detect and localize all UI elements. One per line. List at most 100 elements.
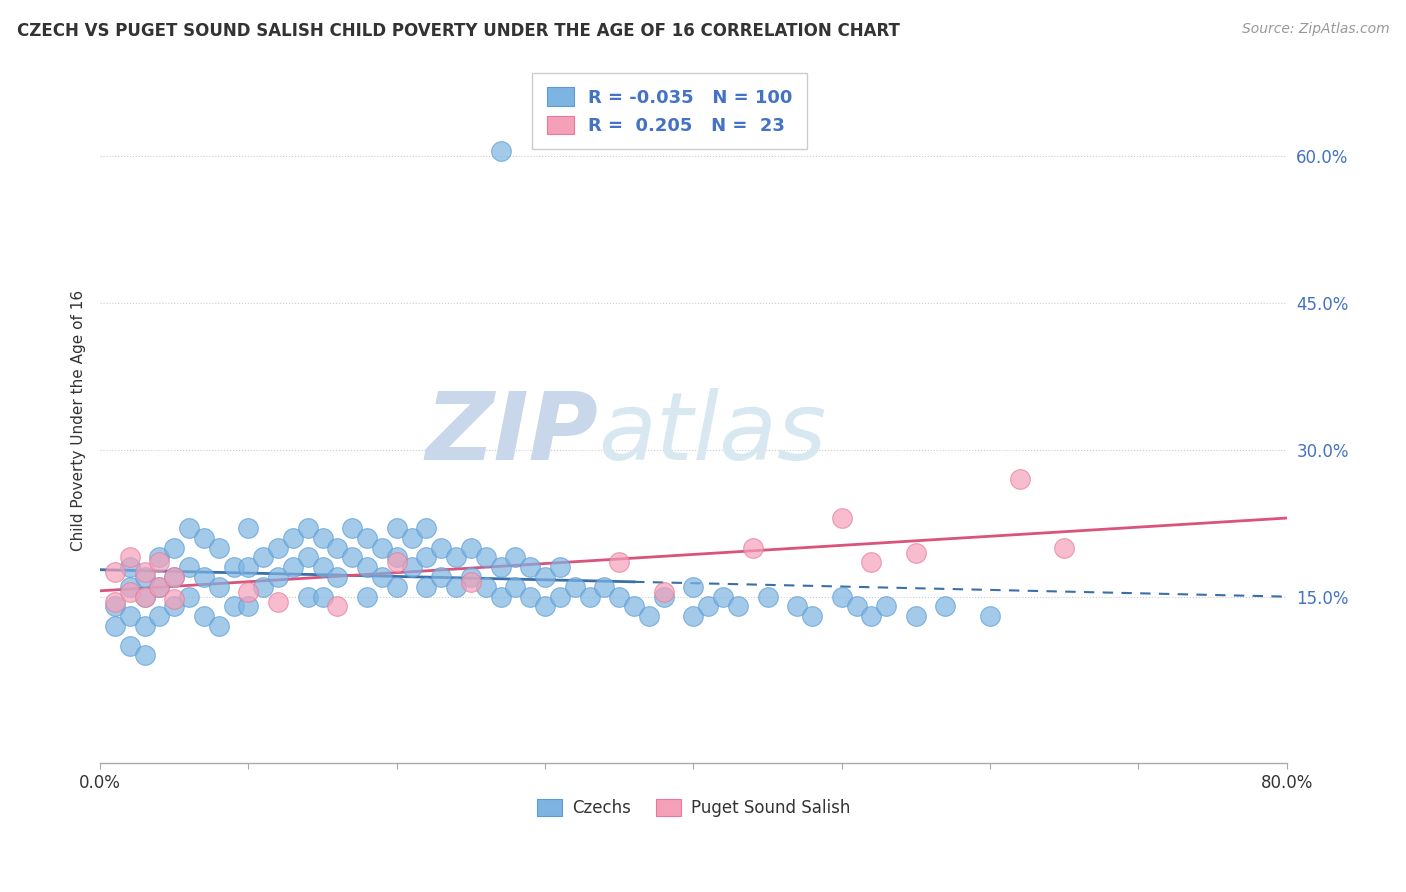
Point bbox=[727, 599, 749, 614]
Point bbox=[401, 531, 423, 545]
Point bbox=[118, 550, 141, 565]
Point bbox=[342, 550, 364, 565]
Point bbox=[281, 531, 304, 545]
Point bbox=[652, 584, 675, 599]
Point bbox=[578, 590, 600, 604]
Point bbox=[756, 590, 779, 604]
Point bbox=[593, 580, 616, 594]
Point bbox=[519, 560, 541, 574]
Point bbox=[385, 521, 408, 535]
Point bbox=[118, 639, 141, 653]
Point bbox=[193, 531, 215, 545]
Point bbox=[311, 560, 333, 574]
Point bbox=[460, 570, 482, 584]
Point bbox=[163, 570, 186, 584]
Point bbox=[326, 570, 349, 584]
Point bbox=[371, 541, 394, 555]
Point bbox=[934, 599, 956, 614]
Point bbox=[104, 619, 127, 633]
Point bbox=[179, 560, 201, 574]
Point bbox=[623, 599, 645, 614]
Point bbox=[860, 555, 883, 569]
Point bbox=[548, 590, 571, 604]
Point bbox=[297, 550, 319, 565]
Point bbox=[904, 545, 927, 559]
Point bbox=[342, 521, 364, 535]
Point bbox=[652, 590, 675, 604]
Point bbox=[415, 550, 437, 565]
Point bbox=[311, 590, 333, 604]
Point bbox=[534, 599, 557, 614]
Point bbox=[208, 541, 231, 555]
Point bbox=[134, 570, 156, 584]
Text: atlas: atlas bbox=[599, 389, 827, 480]
Point bbox=[222, 599, 245, 614]
Point bbox=[118, 609, 141, 624]
Point bbox=[564, 580, 586, 594]
Point bbox=[222, 560, 245, 574]
Point bbox=[371, 570, 394, 584]
Text: Source: ZipAtlas.com: Source: ZipAtlas.com bbox=[1241, 22, 1389, 37]
Point bbox=[179, 590, 201, 604]
Point bbox=[875, 599, 897, 614]
Point bbox=[148, 550, 170, 565]
Point bbox=[505, 550, 527, 565]
Point bbox=[607, 590, 630, 604]
Point bbox=[163, 570, 186, 584]
Point bbox=[356, 560, 378, 574]
Point bbox=[786, 599, 808, 614]
Y-axis label: Child Poverty Under the Age of 16: Child Poverty Under the Age of 16 bbox=[72, 290, 86, 551]
Point bbox=[741, 541, 763, 555]
Point bbox=[297, 521, 319, 535]
Point bbox=[860, 609, 883, 624]
Point bbox=[505, 580, 527, 594]
Point bbox=[311, 531, 333, 545]
Point bbox=[193, 570, 215, 584]
Point bbox=[356, 531, 378, 545]
Point bbox=[104, 599, 127, 614]
Point bbox=[534, 570, 557, 584]
Point bbox=[979, 609, 1001, 624]
Point bbox=[607, 555, 630, 569]
Point bbox=[474, 580, 496, 594]
Point bbox=[267, 594, 290, 608]
Point bbox=[682, 580, 704, 594]
Point bbox=[118, 580, 141, 594]
Point bbox=[1008, 472, 1031, 486]
Point bbox=[148, 609, 170, 624]
Point bbox=[1053, 541, 1076, 555]
Point bbox=[238, 584, 260, 599]
Point bbox=[297, 590, 319, 604]
Point bbox=[904, 609, 927, 624]
Point bbox=[801, 609, 824, 624]
Point bbox=[238, 560, 260, 574]
Point bbox=[845, 599, 868, 614]
Point bbox=[134, 565, 156, 579]
Point bbox=[134, 619, 156, 633]
Point bbox=[711, 590, 734, 604]
Point bbox=[193, 609, 215, 624]
Point bbox=[385, 550, 408, 565]
Point bbox=[831, 511, 853, 525]
Point bbox=[163, 591, 186, 606]
Point bbox=[489, 590, 512, 604]
Point bbox=[104, 565, 127, 579]
Point bbox=[430, 570, 453, 584]
Point bbox=[118, 584, 141, 599]
Point bbox=[281, 560, 304, 574]
Point bbox=[104, 594, 127, 608]
Point bbox=[179, 521, 201, 535]
Legend: Czechs, Puget Sound Salish: Czechs, Puget Sound Salish bbox=[530, 792, 856, 823]
Point bbox=[326, 599, 349, 614]
Point bbox=[489, 560, 512, 574]
Point bbox=[385, 555, 408, 569]
Point bbox=[208, 580, 231, 594]
Point bbox=[415, 521, 437, 535]
Point bbox=[444, 580, 467, 594]
Point bbox=[519, 590, 541, 604]
Point bbox=[401, 560, 423, 574]
Point bbox=[415, 580, 437, 594]
Point bbox=[238, 521, 260, 535]
Point bbox=[252, 550, 274, 565]
Point bbox=[697, 599, 720, 614]
